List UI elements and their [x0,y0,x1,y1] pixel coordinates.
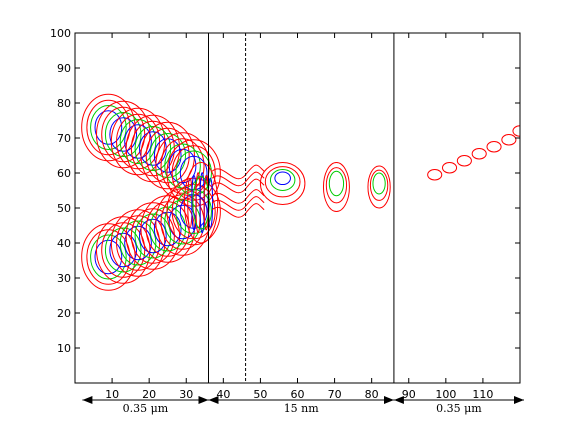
lower-beam-inner-contour-1 [109,232,138,268]
lobe-mid-contour-0 [269,169,296,191]
upper-beam-outer-contour-4 [140,121,195,190]
lobe-outer-contour-1 [322,162,350,212]
x-tick-label-20: 20 [142,388,156,401]
x-tick-label-60: 60 [291,388,305,401]
upper-beam-inner-contour-0 [94,110,123,145]
lower-beam-mid-contour-1 [104,227,142,273]
lobe-outer-contour-0 [259,162,306,205]
lobe-outer2-contour-2 [369,169,389,201]
y-tick-label-60: 60 [57,167,71,180]
upper-beam-mid-contour-1 [104,111,142,158]
lower-beam-inner-contour-4 [153,211,182,247]
boundary-lines [208,33,395,383]
upper-beam-mid-contour-0 [90,104,127,151]
upper-beam-outer-contour-6 [166,139,221,207]
y-tick-label-40: 40 [57,237,71,250]
y-tick-label-100: 100 [50,27,71,40]
upper-beam-outer2-contour-5 [160,138,205,194]
x-tick-label-70: 70 [328,388,342,401]
right-chain-contour-4 [486,141,502,153]
lobe-outer2-contour-0 [264,166,301,198]
dimension-label-1: 15 nm [284,402,320,415]
upper-beam-inner-contour-2 [124,124,152,159]
lobe-outer-contour-2 [367,165,391,209]
lower-beam-inner-contour-0 [94,239,123,275]
right-chain-contour-3 [471,148,487,160]
dimension-annotations: 0.35 μm 15 nm 0.35 μm [82,396,524,415]
lower-beam-mid-contour-0 [90,234,127,280]
right-chain-contour-2 [456,155,472,167]
dimension-label-0: 0.35 μm [123,402,169,415]
right-chain-contour-5 [501,134,517,146]
upper-beam-outer-contour-5 [155,132,210,200]
y-tick-label-80: 80 [57,97,71,110]
lower-beam-outer-contour-6 [166,177,221,246]
lower-beam-inner-contour-3 [139,218,167,254]
contour-layer [81,93,520,291]
y-tick-label-50: 50 [57,202,71,215]
y-tick-label-90: 90 [57,62,71,75]
x-tick-label-100: 100 [435,388,456,401]
x-tick-label-110: 110 [472,388,493,401]
x-tick-label-30: 30 [179,388,193,401]
lower-beam-inner-contour-2 [124,225,152,261]
upper-beam-outer2-contour-6 [171,145,216,201]
lobe-outer2-contour-1 [325,167,348,204]
axis-ticks: 10 20 30 40 50 60 70 80 90 100 110 10 20 30 40 50 60 70 80… [50,27,520,401]
lower-beam-mid-contour-4 [149,206,187,252]
x-tick-label-50: 50 [253,388,267,401]
focus-mid-contour [192,176,210,230]
dimension-label-2: 0.35 μm [436,402,482,415]
y-tick-label-20: 20 [57,307,71,320]
y-tick-label-10: 10 [57,342,71,355]
upper-beam-inner-contour-1 [109,117,138,152]
y-tick-label-30: 30 [57,272,71,285]
x-tick-label-40: 40 [216,388,230,401]
lower-beam-mid-contour-3 [134,213,172,259]
x-tick-label-10: 10 [105,388,119,401]
lower-beam-mid-contour-2 [119,220,157,266]
focus-outer-contour [183,162,219,244]
lobe-mid-contour-1 [328,170,345,197]
upper-beam-mid-contour-3 [134,125,172,172]
right-chain-contour-0 [427,169,443,181]
clipped-contours [81,93,520,291]
wavy-contour-line-1 [211,171,265,187]
x-tick-label-80: 80 [365,388,379,401]
lobe-inner-contour-0 [274,171,291,186]
wavy-contour-line-4 [211,196,265,211]
x-tick-label-90: 90 [402,388,416,401]
y-tick-label-70: 70 [57,132,71,145]
upper-beam-mid-contour-2 [119,118,157,165]
lobe-mid-contour-2 [372,172,386,195]
right-chain-contour-1 [441,162,458,174]
